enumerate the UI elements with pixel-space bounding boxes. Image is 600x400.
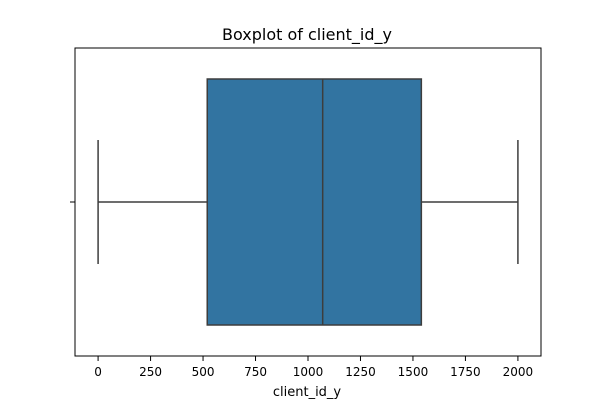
x-tick-label: 1500 — [398, 365, 429, 379]
x-tick-label: 1250 — [345, 365, 376, 379]
x-tick-label: 0 — [94, 365, 102, 379]
x-tick-label: 1000 — [293, 365, 324, 379]
x-tick-label: 2000 — [503, 365, 534, 379]
chart-title: Boxplot of client_id_y — [222, 25, 392, 45]
x-tick-label: 1750 — [450, 365, 481, 379]
x-tick-label: 250 — [139, 365, 162, 379]
x-tick-label: 500 — [192, 365, 215, 379]
iqr-box — [206, 78, 423, 326]
x-tick-label: 750 — [244, 365, 267, 379]
plot-area: 0 250 500 750 1000 1250 1500 1750 2000 — [70, 47, 542, 379]
x-axis-label: client_id_y — [273, 385, 342, 400]
